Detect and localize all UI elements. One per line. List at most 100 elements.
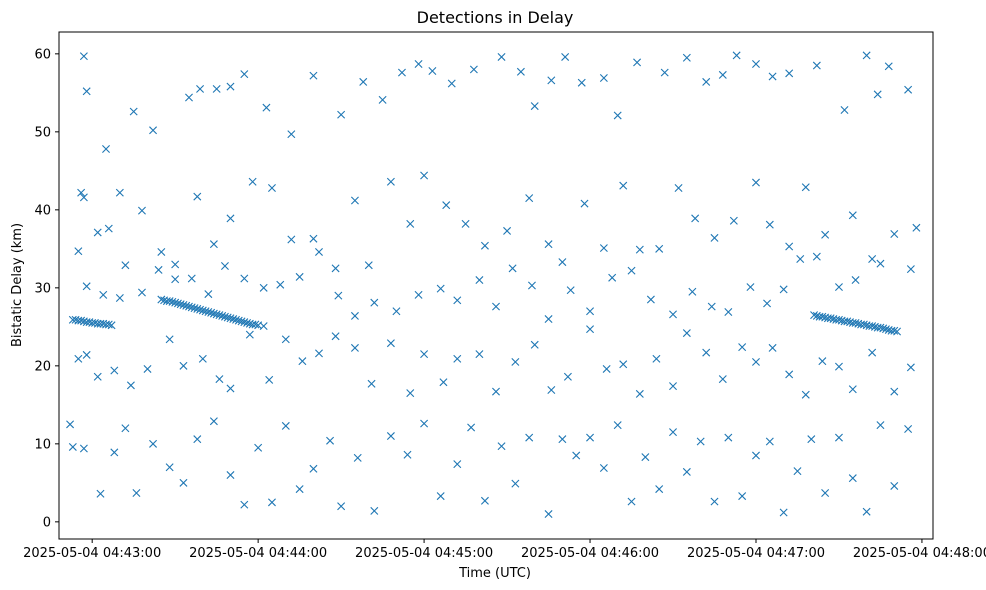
data-point — [608, 273, 617, 282]
data-point — [763, 299, 772, 308]
data-point — [586, 433, 595, 442]
data-point — [350, 343, 359, 352]
data-point — [834, 315, 843, 324]
data-point — [185, 302, 193, 311]
data-point — [215, 311, 224, 320]
data-point — [392, 307, 401, 316]
data-point — [906, 363, 915, 372]
data-point — [364, 261, 373, 270]
data-point — [467, 423, 476, 432]
data-point — [243, 318, 252, 327]
data-point — [403, 450, 412, 459]
data-point — [655, 244, 664, 253]
data-point — [240, 274, 249, 283]
data-point — [906, 265, 915, 274]
data-point — [862, 51, 871, 60]
data-point — [641, 453, 650, 462]
data-point — [79, 52, 88, 61]
data-point — [890, 387, 899, 396]
data-point — [696, 437, 705, 446]
data-point — [196, 84, 205, 93]
chart-title: Detections in Delay — [417, 8, 574, 27]
data-point — [480, 241, 489, 250]
data-point — [209, 240, 218, 249]
data-point — [193, 192, 202, 201]
data-point — [751, 59, 760, 68]
data-point — [751, 451, 760, 460]
data-point — [198, 306, 207, 315]
data-point — [627, 266, 636, 275]
data-point — [563, 372, 572, 381]
data-point — [890, 230, 899, 239]
data-point — [104, 224, 113, 233]
data-point — [785, 69, 794, 78]
data-point — [220, 312, 229, 321]
data-point — [251, 320, 260, 329]
data-point — [862, 507, 871, 516]
data-point — [834, 362, 843, 371]
data-point — [187, 274, 196, 283]
data-point — [165, 297, 174, 306]
data-point — [165, 335, 174, 344]
data-point — [154, 265, 163, 274]
data-point — [179, 478, 188, 487]
data-point — [508, 264, 517, 273]
data-point — [812, 252, 821, 261]
x-tick-label: 2025-05-04 04:47:00 — [687, 546, 825, 561]
data-point — [613, 111, 622, 120]
data-point — [843, 317, 852, 326]
data-point — [157, 295, 166, 304]
data-point — [779, 508, 788, 517]
data-point — [779, 285, 788, 294]
data-point — [461, 219, 470, 228]
data-point — [110, 448, 119, 457]
data-point — [599, 464, 608, 473]
data-point — [226, 471, 235, 480]
data-point — [848, 211, 857, 220]
data-point — [149, 439, 158, 448]
data-point — [738, 492, 747, 501]
x-axis: 2025-05-04 04:43:00 2025-05-04 04:44:00 20… — [23, 539, 986, 561]
data-point — [746, 283, 755, 292]
data-point — [785, 370, 794, 379]
data-point — [204, 290, 213, 299]
y-axis: 0 10 20 30 40 50 60 — [34, 47, 59, 530]
data-point — [212, 310, 221, 319]
data-point — [226, 214, 235, 223]
x-tick-label: 2025-05-04 04:46:00 — [521, 546, 659, 561]
data-point — [179, 301, 188, 309]
data-point — [765, 220, 774, 229]
data-point — [107, 321, 116, 330]
data-point — [68, 442, 77, 451]
data-point — [428, 67, 437, 75]
data-point — [530, 340, 539, 349]
data-point — [635, 245, 644, 254]
data-point — [165, 463, 174, 472]
data-point — [682, 467, 691, 476]
data-point — [209, 417, 218, 426]
data-point — [331, 264, 340, 273]
data-point — [669, 382, 678, 391]
data-point — [635, 389, 644, 398]
data-point — [868, 254, 877, 263]
data-point — [818, 312, 827, 321]
data-point — [237, 317, 246, 326]
data-point — [149, 126, 158, 135]
data-point — [732, 51, 741, 60]
data-point — [511, 479, 520, 488]
data-point — [397, 68, 406, 77]
data-point — [572, 451, 581, 460]
data-point — [129, 107, 138, 116]
data-point — [267, 498, 276, 507]
data-point — [627, 497, 636, 506]
data-point — [74, 354, 83, 363]
data-point — [710, 233, 719, 242]
data-point — [234, 316, 243, 325]
data-point — [912, 223, 921, 232]
data-point — [171, 275, 180, 284]
data-point — [187, 303, 196, 312]
data-point — [751, 178, 760, 187]
data-point — [420, 350, 429, 359]
data-point — [876, 421, 885, 430]
